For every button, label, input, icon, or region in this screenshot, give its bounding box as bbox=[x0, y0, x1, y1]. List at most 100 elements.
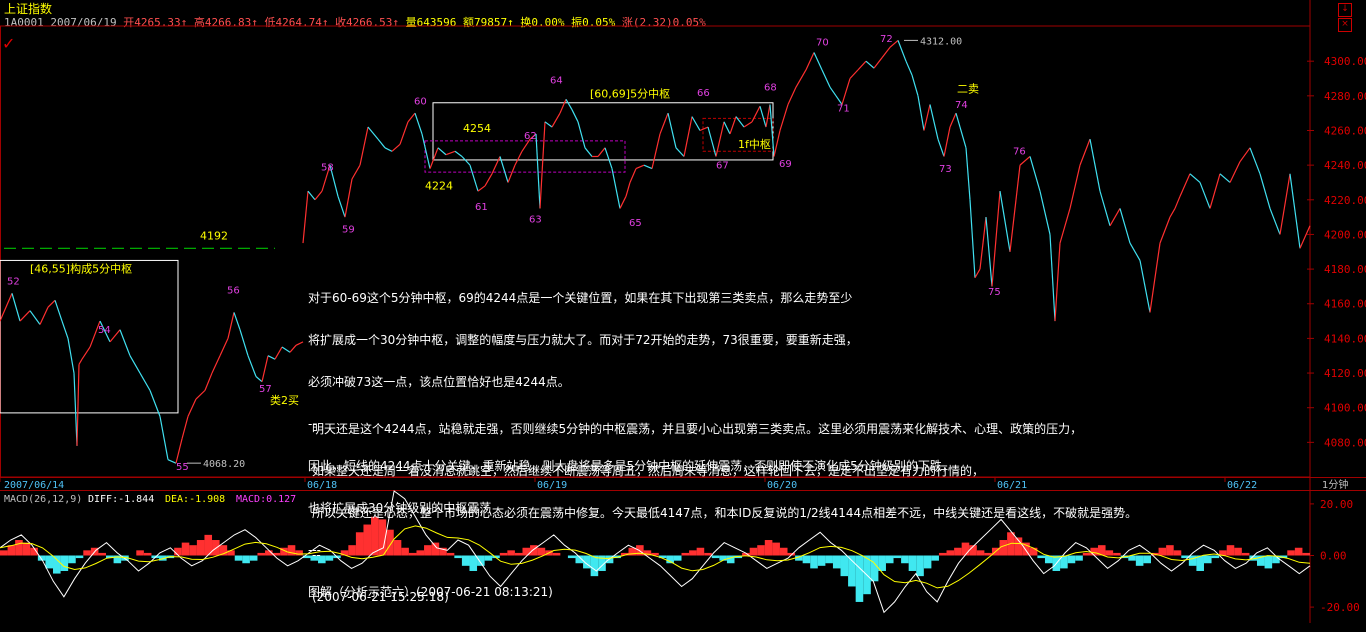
price-segment bbox=[821, 69, 831, 88]
y-tick-label: 4180.00 bbox=[1324, 263, 1366, 276]
price-segment bbox=[219, 338, 229, 356]
macd-bar bbox=[757, 545, 765, 556]
macd-bar bbox=[454, 555, 462, 559]
price-segment bbox=[597, 147, 606, 157]
macd-bar bbox=[295, 550, 303, 556]
macd-bar bbox=[257, 552, 266, 556]
price-segment bbox=[897, 40, 907, 62]
macd-bar bbox=[1287, 550, 1295, 556]
macd-bar bbox=[484, 555, 493, 561]
macd-bar bbox=[113, 555, 122, 564]
price-segment bbox=[539, 121, 546, 209]
macd-bar bbox=[885, 555, 894, 564]
macd-bar bbox=[681, 552, 690, 556]
price-segment bbox=[267, 355, 276, 360]
macd-bar bbox=[658, 555, 667, 559]
price-segment bbox=[1269, 208, 1281, 235]
macd-bar bbox=[522, 547, 531, 556]
note-line: 因此，短线的4244点十分关键，重新站稳，则大盘将最多是5分钟中枢的延伸震荡，否… bbox=[308, 459, 954, 473]
note-line: 对于60-69这个5分钟中枢，69的4244点是一个关键位置，如果在其下出现第三… bbox=[308, 291, 853, 305]
macd-bar bbox=[181, 542, 190, 556]
price-segment bbox=[39, 306, 49, 325]
macd-bar bbox=[552, 552, 561, 556]
price-segment bbox=[559, 99, 567, 114]
price-segment bbox=[911, 74, 919, 97]
price-segment bbox=[421, 133, 431, 169]
macd-bar bbox=[795, 555, 803, 561]
price-segment bbox=[1279, 173, 1291, 235]
price-segment bbox=[1209, 173, 1221, 209]
x-tick-label: 06/21 bbox=[997, 480, 1027, 491]
macd-bar bbox=[916, 555, 924, 577]
macd-bar bbox=[242, 555, 250, 564]
price-segment bbox=[484, 173, 493, 187]
point-label: 62 bbox=[524, 131, 537, 142]
macd-bar bbox=[848, 555, 856, 587]
macd-value-label: MACD:0.127 bbox=[236, 494, 296, 505]
price-segment bbox=[307, 190, 316, 201]
macd-bar bbox=[1105, 550, 1114, 556]
price-segment bbox=[759, 106, 767, 128]
price-segment bbox=[384, 147, 393, 152]
macd-bar bbox=[1188, 555, 1197, 566]
price-segment bbox=[89, 320, 101, 348]
macd-bar bbox=[999, 540, 1008, 556]
note-line: 所以关键还是心态，整个市场的心态必须在震荡中修复。今天最低4147点，和本ID反… bbox=[312, 506, 1138, 520]
price-segment bbox=[81, 346, 91, 360]
point-label: 61 bbox=[475, 202, 488, 213]
macd-bar bbox=[1090, 547, 1098, 556]
price-segment bbox=[571, 109, 579, 123]
y-tick-label: 4120.00 bbox=[1324, 367, 1366, 380]
macd-bar bbox=[446, 552, 455, 556]
macd-bar bbox=[1060, 555, 1068, 569]
price-segment bbox=[999, 191, 1011, 252]
macd-bar bbox=[931, 555, 939, 561]
macd-bar bbox=[53, 555, 61, 574]
price-segment bbox=[577, 121, 586, 148]
price-segment bbox=[11, 293, 21, 322]
point-label: 73 bbox=[939, 164, 952, 175]
macd-bar bbox=[0, 550, 8, 556]
price-segment bbox=[119, 329, 131, 356]
macd-bar bbox=[802, 555, 811, 564]
price-segment bbox=[19, 310, 31, 322]
point-label: 68 bbox=[764, 83, 777, 94]
macd-bar bbox=[265, 550, 273, 556]
minimize-button[interactable]: ↓ bbox=[1338, 3, 1352, 17]
macd-bar bbox=[1128, 555, 1136, 561]
zone-box-zs-4224-4254 bbox=[424, 140, 626, 173]
price-segment bbox=[281, 346, 291, 353]
macd-bar bbox=[363, 524, 372, 556]
point-label: 66 bbox=[697, 88, 710, 99]
macd-dea-line bbox=[0, 525, 1311, 589]
price-segment bbox=[344, 178, 353, 218]
price-segment bbox=[1239, 147, 1251, 163]
macd-bar bbox=[1203, 555, 1212, 564]
macd-bar bbox=[1113, 552, 1121, 556]
value-label: 4068.20 bbox=[203, 459, 245, 470]
macd-bar bbox=[810, 555, 818, 569]
macd-bar bbox=[1294, 547, 1303, 556]
macd-bar bbox=[196, 540, 205, 556]
macd-bar bbox=[159, 555, 167, 561]
macd-bar bbox=[1143, 555, 1151, 564]
annotation-label: 二卖 bbox=[957, 82, 979, 95]
macd-bar bbox=[954, 547, 962, 556]
macd-bar bbox=[7, 545, 16, 556]
price-segment bbox=[651, 133, 661, 169]
note-line: 必须冲破73这一点，该点位置恰好也是4244点。 bbox=[308, 375, 570, 389]
macd-bar bbox=[1219, 550, 1227, 556]
price-segment bbox=[905, 60, 913, 76]
macd-bar bbox=[1211, 555, 1220, 559]
note-line: 如果整天还是周一着没消息就跳空，然后继续不断震荡等周五，然后周末等消息，这样轮回… bbox=[312, 464, 985, 478]
y-tick-label: 4220.00 bbox=[1324, 194, 1366, 207]
price-segment bbox=[1089, 139, 1101, 192]
macd-bar bbox=[1226, 545, 1235, 556]
price-segment bbox=[227, 312, 235, 339]
macd-bar bbox=[726, 555, 735, 564]
close-button[interactable]: × bbox=[1338, 18, 1352, 32]
note-line: -- bbox=[312, 548, 321, 562]
macd-bar bbox=[393, 540, 402, 556]
price-segment bbox=[261, 355, 269, 382]
